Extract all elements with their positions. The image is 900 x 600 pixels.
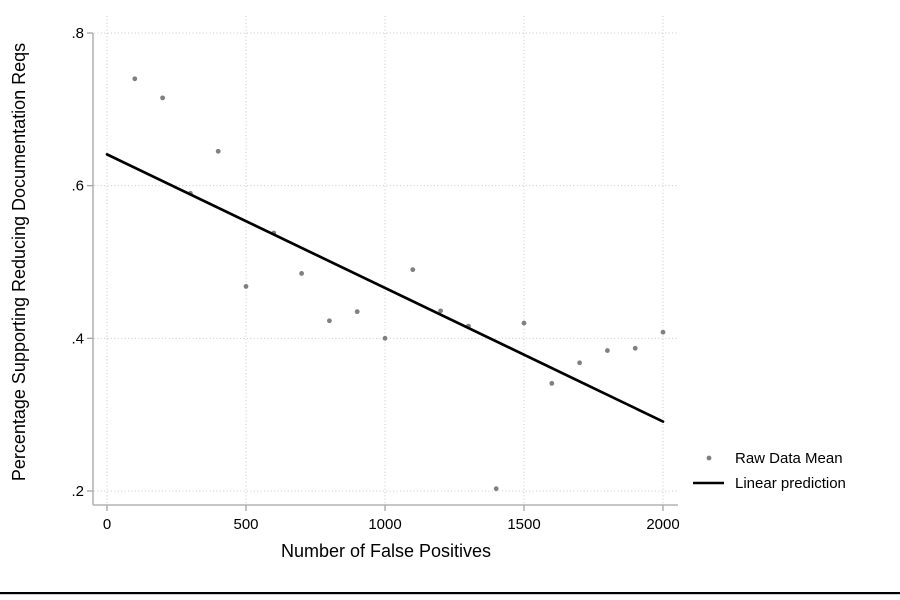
data-point xyxy=(243,284,249,289)
legend-label-raw-data-mean: Raw Data Mean xyxy=(735,450,843,467)
data-point xyxy=(605,348,610,353)
regression-line xyxy=(105,153,665,423)
axes xyxy=(87,32,678,511)
data-point xyxy=(438,308,443,314)
legend: Raw Data Mean Linear prediction xyxy=(693,450,846,492)
gridlines xyxy=(94,16,678,505)
data-point xyxy=(549,380,555,386)
data-point xyxy=(132,76,138,82)
data-point xyxy=(521,320,527,326)
x-tick-label: 1500 xyxy=(507,516,540,533)
y-tick-label: .8 xyxy=(71,25,84,42)
data-point xyxy=(160,95,166,101)
page-bottom-rule xyxy=(0,592,900,595)
x-tick-label: 0 xyxy=(103,516,111,533)
data-point xyxy=(327,318,332,324)
data-series xyxy=(105,76,666,492)
tick-labels: 0 500 1000 1500 2000 .2 .4 .6 .8 xyxy=(71,25,679,533)
legend-scatter-marker-icon xyxy=(706,455,712,461)
y-tick-label: .4 xyxy=(71,330,84,347)
x-axis-title: Number of False Positives xyxy=(281,541,491,561)
data-point xyxy=(299,271,304,276)
x-tick-label: 1000 xyxy=(368,516,401,533)
data-point xyxy=(632,345,638,351)
y-tick-label: .2 xyxy=(71,483,84,500)
x-tick-label: 500 xyxy=(233,516,258,533)
data-point xyxy=(382,335,388,341)
x-tick-label: 2000 xyxy=(646,516,679,533)
data-point xyxy=(660,329,666,335)
legend-label-linear-prediction: Linear prediction xyxy=(735,475,846,492)
data-point xyxy=(577,360,582,366)
data-point xyxy=(215,148,221,154)
data-point xyxy=(493,486,499,492)
y-tick-label: .6 xyxy=(71,178,84,195)
y-axis-title: Percentage Supporting Reducing Documenta… xyxy=(9,43,29,481)
data-point xyxy=(354,309,360,315)
data-point xyxy=(410,267,416,273)
